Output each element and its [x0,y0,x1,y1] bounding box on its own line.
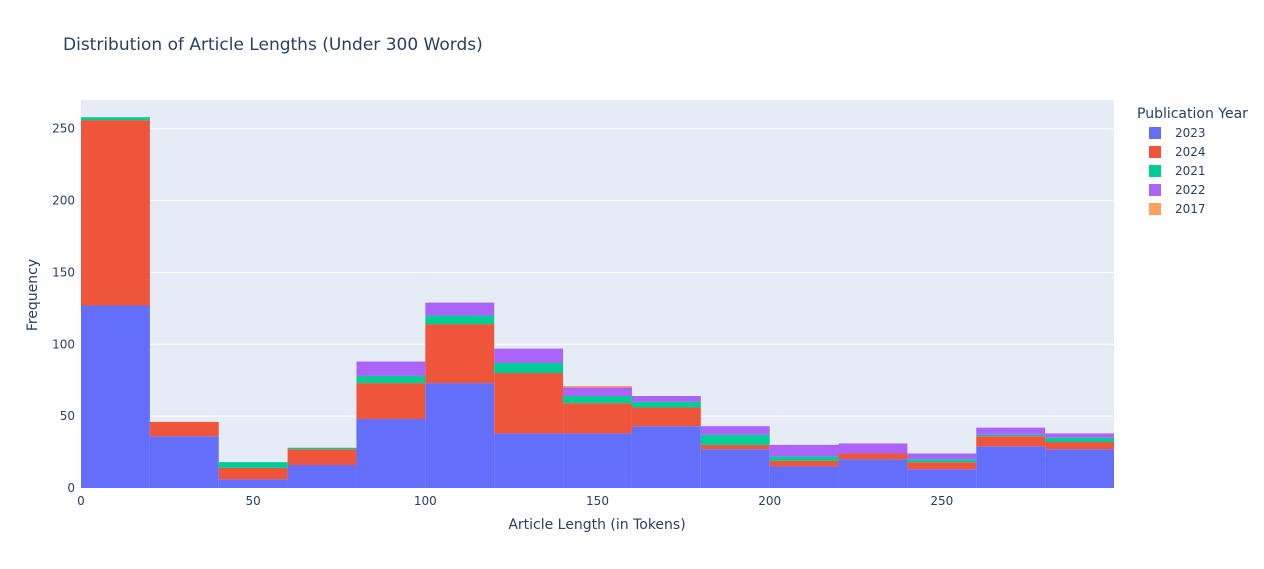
bar-2024-bin-160 [631,407,701,427]
bar-2022-bin-200 [769,444,839,457]
bar-2024-bin-120 [494,373,564,434]
bar-2021-bin-160 [631,401,701,408]
bar-2024-bin-40 [218,467,288,480]
legend-swatch-2023 [1149,127,1161,139]
bar-2023-bin-280 [1045,449,1114,488]
x-axis-title: Article Length (in Tokens) [508,517,685,533]
bar-2022-bin-240 [907,453,977,460]
chart-title: Distribution of Article Lengths (Under 3… [63,35,483,55]
bar-2024-bin-0 [81,120,150,306]
bar-2023-bin-240 [907,469,977,488]
bar-2023-bin-100 [425,383,495,488]
legend-title: Publication Year [1137,106,1248,122]
bar-2021-bin-140 [563,396,632,404]
bar-2023-bin-180 [700,449,770,488]
bar-2021-bin-100 [425,315,495,325]
bar-2021-bin-240 [907,459,977,463]
legend-swatch-2024 [1149,146,1161,158]
y-axis-title: Frequency [25,259,41,331]
legend-label-2021: 2021 [1175,164,1206,178]
bar-2017-bin-140 [563,385,632,388]
legend-label-2024: 2024 [1175,145,1206,159]
bar-2023-bin-140 [563,433,632,488]
bar-2024-bin-180 [700,444,770,450]
y-tick-label: 250 [52,122,75,136]
bar-2024-bin-240 [907,462,977,470]
bar-2024-bin-60 [287,449,357,466]
x-tick-label: 200 [758,494,781,508]
bar-2024-bin-260 [976,436,1046,447]
bar-2023-bin-20 [149,436,219,488]
legend-label-2023: 2023 [1175,126,1206,140]
bar-2023-bin-260 [976,446,1046,488]
bar-2023-bin-200 [769,466,839,488]
grid-lines [81,128,1114,417]
bar-2023-bin-0 [81,305,150,488]
bar-2021-bin-200 [769,456,839,461]
bar-2021-bin-60 [287,447,357,450]
x-tick-label: 0 [77,494,85,508]
bar-2024-bin-80 [356,383,426,420]
y-tick-label: 200 [52,194,75,208]
bar-2022-bin-100 [425,302,495,316]
bar-2022-bin-280 [1045,433,1114,438]
x-tick-label: 100 [414,494,437,508]
bar-2022-bin-160 [631,396,701,402]
y-tick-label: 100 [52,337,75,351]
bar-2023-bin-40 [218,479,288,488]
bar-2021-bin-0 [81,117,150,121]
bar-2024-bin-280 [1045,442,1114,450]
bar-2022-bin-140 [563,387,632,397]
x-tick-label: 50 [246,494,261,508]
bar-2021-bin-280 [1045,437,1114,443]
y-tick-label: 50 [60,409,75,423]
bar-2022-bin-260 [976,427,1046,435]
bar-2022-bin-180 [700,426,770,435]
bar-2023-bin-60 [287,465,357,488]
bar-2024-bin-20 [149,421,219,437]
bar-2024-bin-200 [769,460,839,467]
bar-2022-bin-220 [838,443,908,454]
bar-2022-bin-120 [494,348,564,363]
y-axis-ticks: 0 50 100 150 200 250 [52,122,75,495]
legend-label-2017: 2017 [1175,202,1206,216]
x-axis-ticks: 0 50 100 150 200 250 [77,494,953,508]
bar-2024-bin-100 [425,324,495,384]
legend-swatch-2022 [1149,184,1161,196]
bars [81,117,1114,488]
y-tick-label: 0 [67,481,75,495]
x-tick-label: 150 [586,494,609,508]
bar-2021-bin-40 [218,462,288,468]
bar-2021-bin-180 [700,434,770,445]
y-tick-label: 150 [52,265,75,279]
legend-swatch-2017 [1149,203,1161,215]
legend-label-2022: 2022 [1175,183,1206,197]
bar-2024-bin-140 [563,403,632,434]
bar-2023-bin-80 [356,419,426,488]
x-tick-label: 250 [930,494,953,508]
bar-2021-bin-80 [356,375,426,384]
bar-2022-bin-80 [356,361,426,376]
bar-2021-bin-260 [976,434,1046,437]
bar-2021-bin-120 [494,362,564,374]
legend-swatch-2021 [1149,165,1161,177]
bar-2023-bin-220 [838,459,908,488]
legend: Publication Year 2023 2024 2021 2022 2017 [1137,106,1248,216]
bar-2024-bin-220 [838,453,908,460]
bar-2023-bin-160 [631,426,701,488]
bar-2023-bin-120 [494,433,564,488]
